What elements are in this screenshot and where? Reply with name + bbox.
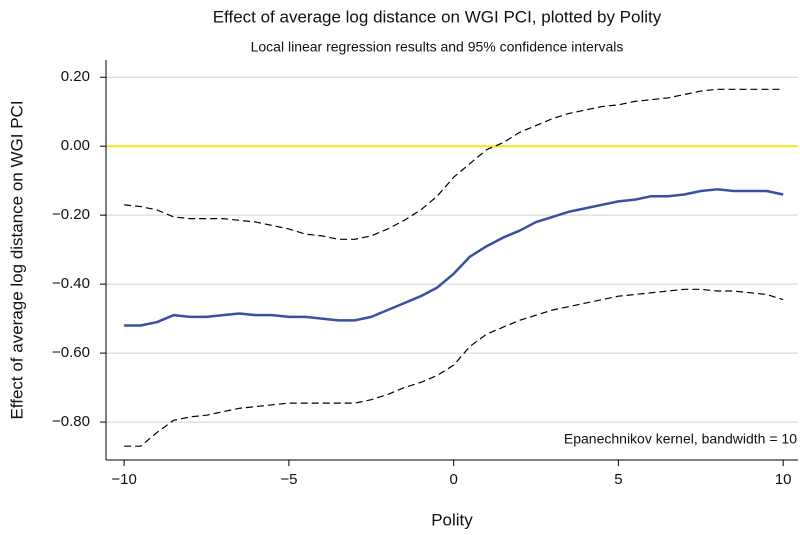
- chart-title: Effect of average log distance on WGI PC…: [213, 7, 662, 26]
- x-tick-label: 10: [775, 471, 792, 488]
- annotation: Epanechnikov kernel, bandwidth = 10: [564, 431, 797, 447]
- x-tick-label: 5: [614, 471, 622, 488]
- x-tick-label: 0: [449, 471, 457, 488]
- x-tick-label: −10: [111, 471, 136, 488]
- chart-subtitle: Local linear regression results and 95% …: [251, 39, 624, 55]
- x-tick-label: −5: [280, 471, 297, 488]
- x-axis-label: Polity: [431, 510, 473, 529]
- y-tick-label: −0.80: [52, 413, 90, 430]
- series-line: [124, 88, 784, 240]
- series-line: [124, 188, 784, 327]
- y-axis-label: Effect of average log distance on WGI PC…: [7, 100, 26, 419]
- series-line: [124, 288, 784, 447]
- y-tick-label: 0.20: [61, 68, 90, 85]
- y-tick-label: −0.20: [52, 206, 90, 223]
- y-tick-label: 0.00: [61, 137, 90, 154]
- y-tick-label: −0.40: [52, 275, 90, 292]
- y-tick-label: −0.60: [52, 344, 90, 361]
